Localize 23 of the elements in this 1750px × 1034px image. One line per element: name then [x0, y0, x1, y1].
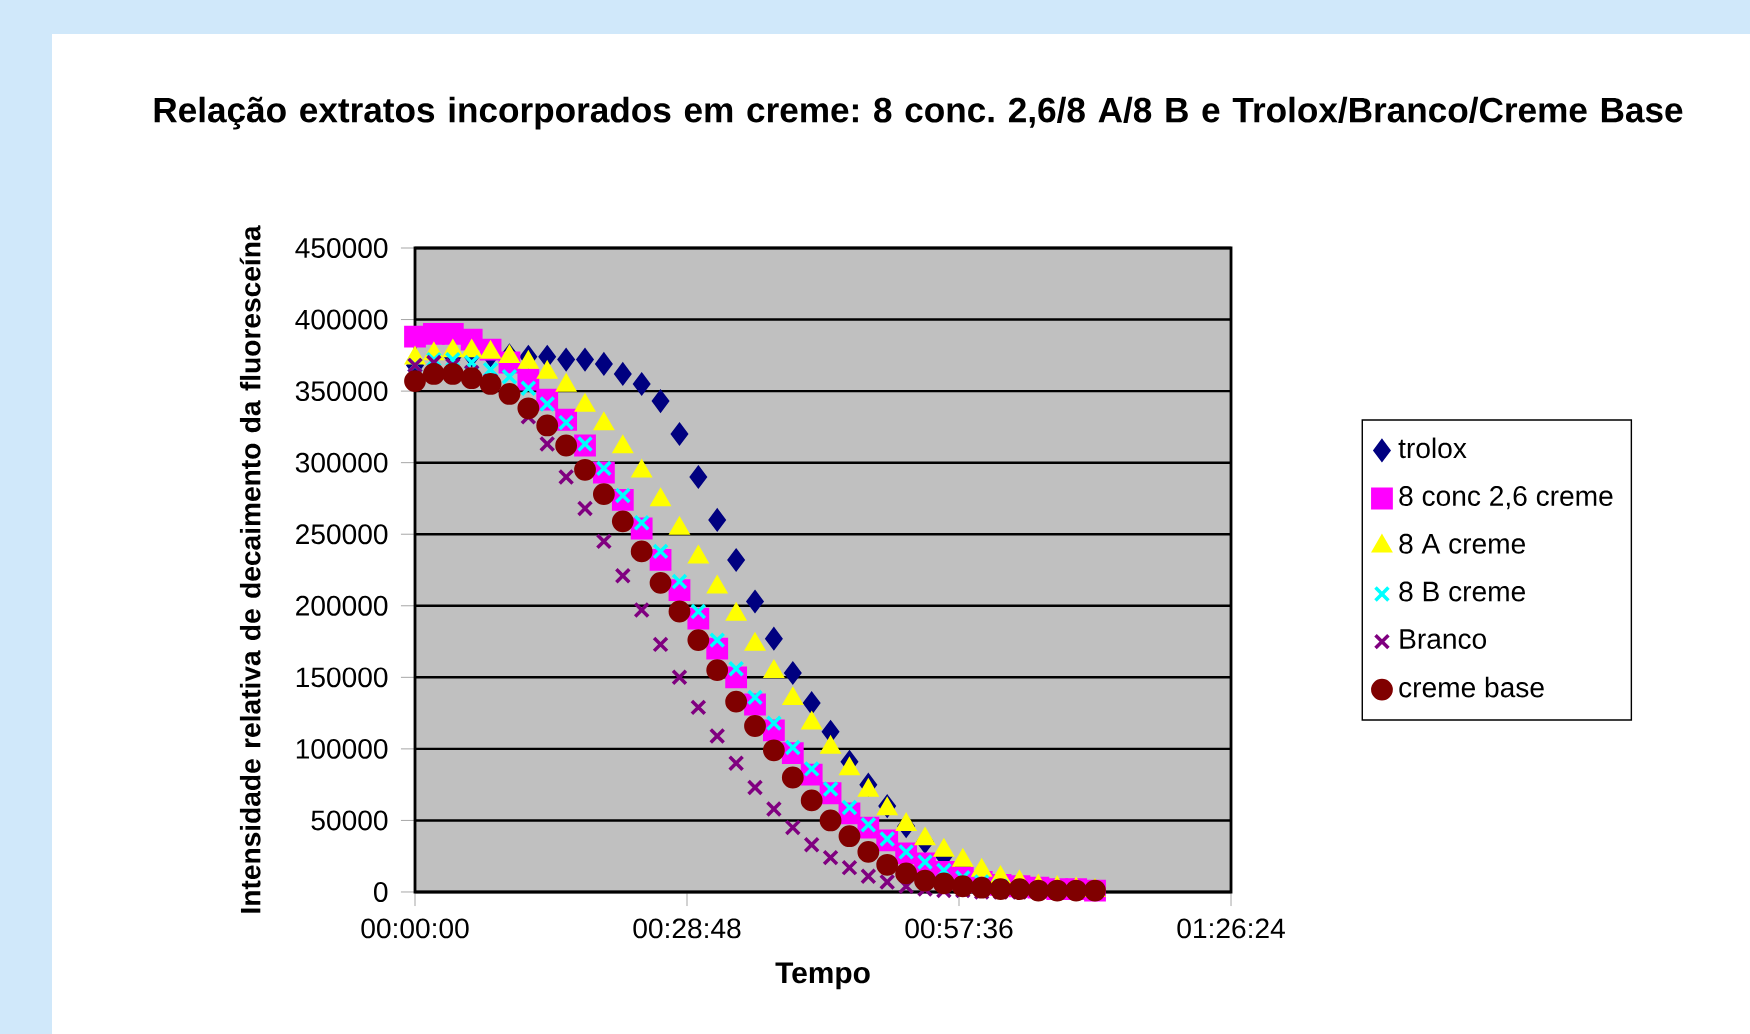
legend-label: Branco: [1400, 629, 1487, 649]
legend-label: creme base: [1399, 676, 1544, 698]
y-tick-label: 400000: [295, 309, 388, 330]
y-tick-label: 350000: [295, 381, 388, 402]
y-axis-title: Intensidade relativa de decaimento da fluoresceína: [239, 225, 261, 913]
legend-label: 8 B creme: [1399, 581, 1525, 602]
x-tick-label: 00:00:00: [361, 918, 469, 939]
x-tick-label: 00:57:36: [905, 918, 1013, 939]
y-tick-label: 50000: [311, 810, 388, 831]
y-tick-label: 250000: [296, 524, 388, 545]
legend-label: 8 conc 2,6 creme: [1399, 486, 1613, 510]
y-tick-label: 150000: [296, 667, 388, 688]
y-tick-label: 100000: [296, 738, 388, 759]
legend-label: trolox: [1398, 437, 1467, 459]
x-axis-title: Tempo: [775, 962, 870, 990]
y-tick-label: 0: [374, 882, 388, 902]
legend-label: 8 A creme: [1399, 533, 1525, 554]
x-tick-label: 00:28:48: [633, 918, 741, 939]
chart-title: Relação extratos incorporados em creme: 8 conc. 2,6/8 A/8 B e Trolox/Branco/Creme Base: [154, 96, 1683, 130]
x-tick-label: 01:26:24: [1177, 918, 1285, 939]
y-tick-label: 200000: [296, 595, 388, 616]
y-tick-label: 450000: [295, 238, 388, 258]
y-tick-label: 300000: [295, 452, 388, 473]
